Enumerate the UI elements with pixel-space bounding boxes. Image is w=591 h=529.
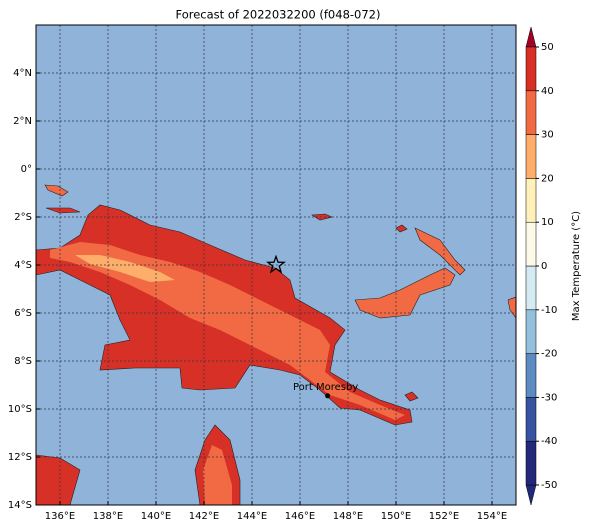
colorbar-tick-label: -10 <box>541 305 557 316</box>
new-britain <box>354 267 456 319</box>
x-tick-label: 154°E <box>477 511 507 522</box>
colorbar-label: Max Temperature (°C) <box>571 211 582 321</box>
colorbar-bin <box>525 265 537 311</box>
island <box>44 184 69 197</box>
colorbar-bin <box>525 309 537 354</box>
island <box>395 224 408 233</box>
y-tick-label: 6°S <box>14 308 32 319</box>
y-tick-label: 4°S <box>14 260 32 271</box>
island <box>404 391 419 402</box>
colorbar-bin <box>525 221 537 267</box>
arnhem <box>36 454 81 505</box>
colorbar-tick-label: -30 <box>541 392 557 403</box>
y-tick-label: 12°S <box>8 452 32 463</box>
colorbar-bin <box>525 440 537 486</box>
colorbar-tick-label: -20 <box>541 349 557 360</box>
colorbar-tick-label: 40 <box>541 86 554 97</box>
colorbar-extend-over <box>525 26 537 48</box>
cape-york-inner <box>203 445 232 505</box>
highland-core <box>75 255 175 282</box>
x-tick-label: 140°E <box>141 511 171 522</box>
y-tick-label: 2°S <box>14 212 32 223</box>
x-tick-label: 142°E <box>189 511 219 522</box>
colorbar-bin <box>525 90 537 135</box>
y-tick-label: 0° <box>21 164 32 175</box>
x-tick-label: 144°E <box>237 511 267 522</box>
x-tick-label: 148°E <box>333 511 363 522</box>
y-tick-label: 10°S <box>8 404 32 415</box>
land <box>36 184 516 505</box>
colorbar-bin <box>525 353 537 398</box>
x-tick-label: 150°E <box>381 511 411 522</box>
colorbar-extend-under <box>525 484 537 506</box>
map-title: Forecast of 2022032200 (f048-072) <box>176 8 381 22</box>
colorbar-bin <box>525 178 537 223</box>
x-tick-label: 146°E <box>285 511 315 522</box>
y-tick-label: 14°S <box>8 500 32 511</box>
highland-band <box>50 242 405 420</box>
x-tick-label: 136°E <box>45 511 75 522</box>
colorbar-tick-label: 50 <box>541 42 554 53</box>
colorbar-tick-label: 0 <box>541 261 547 272</box>
y-tick-label: 8°S <box>14 356 32 367</box>
colorbar-tick-label: 10 <box>541 217 554 228</box>
city-label: Port Moresby <box>293 382 358 393</box>
island <box>45 207 81 214</box>
colorbar-tick-label: 30 <box>541 130 554 141</box>
colorbar-bin <box>525 46 537 92</box>
colorbar-tick-label: 20 <box>541 173 554 184</box>
colorbar-tick-label: -40 <box>541 436 557 447</box>
city-marker <box>325 393 331 399</box>
colorbar-tick-label: -50 <box>541 480 557 491</box>
star-marker <box>266 254 286 274</box>
x-tick-label: 138°E <box>93 511 123 522</box>
y-tick-label: 4°N <box>13 68 32 79</box>
y-tick-label: 2°N <box>13 116 32 127</box>
colorbar-bin <box>525 134 537 179</box>
new-ireland <box>414 227 466 276</box>
x-tick-label: 152°E <box>429 511 459 522</box>
colorbar-bin <box>525 397 537 442</box>
